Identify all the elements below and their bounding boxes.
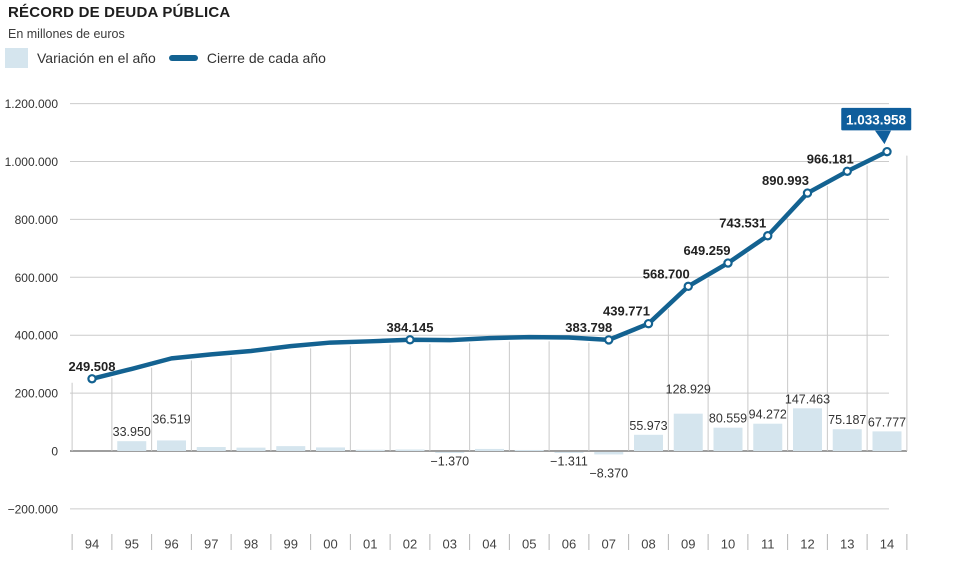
- bar-09: [673, 413, 703, 451]
- x-tick-label-08: 08: [641, 537, 655, 552]
- point-marker-10: [723, 258, 733, 268]
- bar-02: [395, 449, 425, 451]
- chart-legend: Variación en el año Cierre de cada año: [5, 45, 326, 71]
- line-value-label-13: 966.181: [807, 151, 854, 166]
- point-marker-09: [683, 281, 693, 292]
- bar-04: [475, 448, 504, 451]
- x-tick-label-03: 03: [443, 537, 457, 552]
- x-tick-label-01: 01: [363, 537, 377, 552]
- bar-value-label-95: 33.950: [113, 425, 151, 439]
- x-tick-label-05: 05: [522, 537, 536, 552]
- x-tick-label-11: 11: [761, 537, 775, 552]
- y-tick-label: 400.000: [15, 329, 59, 343]
- chart-header: RÉCORD DE DEUDA PÚBLICA En millones de e…: [8, 4, 230, 41]
- x-tick-label-10: 10: [721, 537, 735, 552]
- legend-item-variation: Variación en el año: [5, 48, 156, 68]
- bar-value-label-08: 55.973: [629, 419, 667, 433]
- y-tick-label: −200.000: [8, 502, 59, 516]
- chart-title: RÉCORD DE DEUDA PÚBLICA: [8, 4, 231, 21]
- legend-line-swatch: [168, 55, 198, 61]
- chart-subtitle: En millones de euros: [8, 27, 125, 41]
- x-tick-label-12: 12: [800, 537, 814, 552]
- x-tick-label-07: 07: [602, 537, 616, 552]
- bar-value-label-12: 147.463: [785, 392, 830, 406]
- line-value-label-10: 649.259: [684, 243, 731, 258]
- y-tick-label: 0: [51, 445, 58, 459]
- line-value-label-12: 890.993: [762, 173, 809, 188]
- bar-03: [435, 452, 465, 453]
- callout-tail: [875, 130, 891, 145]
- x-tick-label-09: 09: [681, 537, 695, 552]
- point-marker-07: [604, 335, 614, 345]
- bar-12: [793, 408, 822, 451]
- x-tick-label-02: 02: [403, 537, 417, 552]
- x-tick-label-04: 04: [482, 537, 496, 552]
- bar-value-label-13: 75.187: [828, 413, 866, 427]
- x-tick-label-00: 00: [323, 537, 337, 552]
- bar-14: [872, 431, 902, 451]
- point-marker-14: [882, 146, 892, 157]
- point-marker-94: [87, 374, 97, 384]
- bar-10: [713, 427, 743, 451]
- bar-08: [634, 434, 663, 451]
- legend-bar-label: Variación en el año: [37, 50, 156, 66]
- bar-98: [236, 447, 266, 451]
- bar-06: [554, 452, 584, 453]
- bar-97: [196, 447, 226, 451]
- bar-value-label-03: −1.370: [430, 454, 469, 468]
- bar-value-label-11: 94.272: [749, 408, 787, 422]
- bar-99: [276, 446, 306, 451]
- legend-bar-swatch: [5, 48, 28, 68]
- bar-00: [316, 447, 345, 451]
- legend-item-close: Cierre de cada año: [168, 50, 326, 66]
- line-value-label-07: 383.798: [565, 320, 612, 335]
- bar-value-label-14: 67.777: [868, 415, 906, 429]
- bar-11: [753, 423, 783, 451]
- bar-05: [514, 449, 544, 451]
- bar-13: [832, 429, 862, 451]
- line-value-label-94: 249.508: [69, 359, 116, 374]
- y-tick-label: 600.000: [15, 271, 59, 285]
- line-value-label-08: 439.771: [603, 304, 650, 319]
- line-value-label-02: 384.145: [387, 320, 434, 335]
- bar-value-label-06: −1.311: [550, 454, 588, 468]
- line-value-label-11: 743.531: [719, 216, 766, 231]
- line-value-label-09: 568.700: [643, 266, 690, 281]
- x-tick-label-96: 96: [164, 537, 178, 552]
- bar-01: [355, 449, 385, 451]
- x-tick-label-14: 14: [880, 537, 894, 552]
- bar-value-label-09: 128.929: [666, 383, 711, 397]
- x-tick-label-94: 94: [85, 537, 99, 552]
- legend-line-label: Cierre de cada año: [206, 50, 326, 66]
- point-marker-13: [842, 166, 852, 176]
- y-tick-label: 200.000: [15, 387, 59, 401]
- bar-96: [157, 440, 186, 451]
- point-marker-11: [763, 231, 773, 241]
- bar-value-label-10: 80.559: [709, 412, 747, 426]
- point-marker-12: [802, 188, 813, 198]
- close-line: [89, 149, 890, 382]
- bar-value-label-96: 36.519: [152, 412, 190, 426]
- point-marker-08: [643, 318, 654, 329]
- point-marker-02: [405, 335, 415, 345]
- x-tick-label-95: 95: [125, 537, 139, 552]
- y-tick-label: 1.200.000: [5, 97, 59, 111]
- x-tick-label-97: 97: [204, 537, 218, 552]
- x-tick-label-99: 99: [284, 537, 298, 552]
- x-tick-label-98: 98: [244, 537, 258, 552]
- bar-95: [117, 441, 147, 451]
- bar-07: [594, 452, 624, 455]
- callout-value-label: 1.033.958: [846, 113, 907, 128]
- y-tick-label: 1.000.000: [5, 155, 59, 169]
- bar-value-label-07: −8.370: [589, 466, 628, 480]
- x-tick-label-06: 06: [562, 537, 576, 552]
- x-tick-label-13: 13: [840, 537, 854, 552]
- y-tick-label: 800.000: [15, 213, 59, 227]
